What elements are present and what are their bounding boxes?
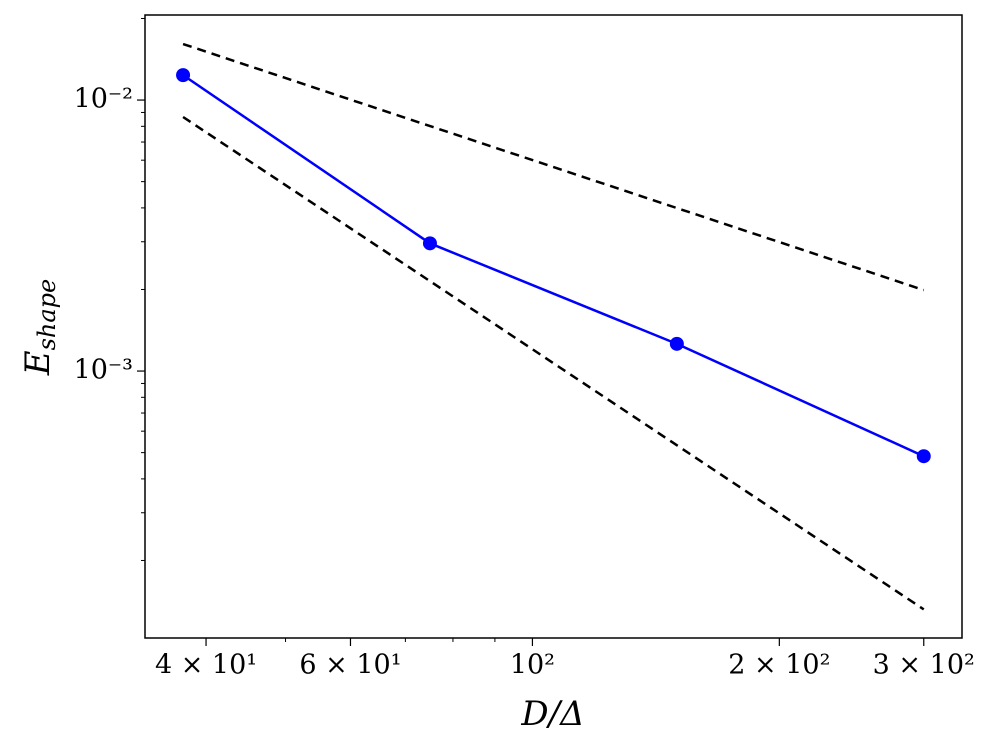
series-line [182,74,925,458]
plot-frame [144,14,963,639]
x-tick-label: 10² [510,650,555,681]
data-point [422,236,437,251]
y-axis-label: Eshape [18,279,61,376]
x-tick-label: 3 × 10² [873,650,975,681]
reference-line [182,115,925,611]
x-tick-label: 6 × 10¹ [299,650,401,681]
y-axis-label-main: E [18,350,58,376]
reference-line [182,42,925,292]
y-tick-label: 10⁻² [74,84,133,115]
x-axis-label: D/Δ [520,694,584,734]
data-point [916,449,931,464]
x-tick-label: 2 × 10² [728,650,830,681]
y-tick-label: 10⁻³ [74,355,133,386]
data-point [669,336,684,351]
y-axis-label-sub: shape [33,279,61,351]
x-tick-label: 4 × 10¹ [155,650,257,681]
data-point [176,68,191,83]
